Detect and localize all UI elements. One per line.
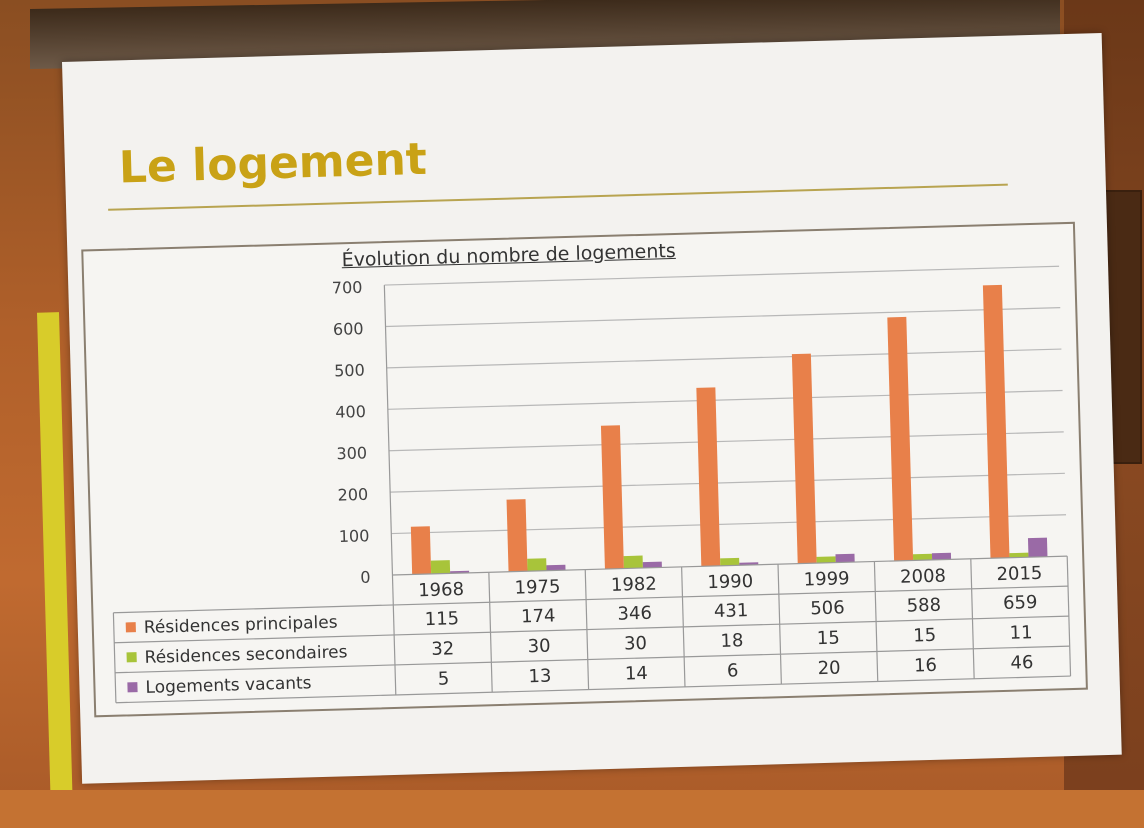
bar-principales-1999: [791, 353, 817, 564]
table-value: 5: [438, 668, 450, 689]
table-value: 16: [914, 655, 937, 677]
bar-vacants-1982: [642, 561, 662, 568]
table-value: 15: [817, 628, 840, 650]
y-axis-line: [383, 285, 394, 575]
y-tick-label: 100: [339, 526, 370, 546]
bar-secondaires-1968: [430, 560, 451, 574]
table-value: 30: [527, 636, 550, 658]
table-value: 659: [1003, 592, 1038, 614]
gridline: [387, 389, 1063, 410]
y-tick-label: 700: [332, 278, 363, 298]
bar-secondaires-1990: [720, 557, 740, 566]
table-value: 6: [727, 660, 739, 681]
gridline: [390, 472, 1065, 493]
slide-title: Le logement: [118, 133, 428, 194]
table-row-line: [113, 585, 1069, 614]
bar-vacants-1999: [835, 553, 855, 563]
x-tick-label: 2015: [996, 563, 1042, 585]
gridline: [388, 431, 1064, 452]
gridline: [385, 307, 1061, 328]
table-left-border: [112, 612, 117, 703]
bar-principales-2015: [982, 284, 1010, 559]
legend-swatch: [125, 622, 136, 633]
bar-principales-1968: [410, 526, 432, 575]
bar-principales-1975: [506, 499, 528, 572]
table-value: 32: [431, 638, 454, 660]
chart-frame: Évolution du nombre de logements 0 100 200…: [81, 221, 1088, 718]
legend-swatch: [127, 682, 138, 693]
table-value: 506: [810, 597, 845, 619]
table-row-line: [114, 615, 1069, 644]
table-value: 431: [714, 600, 749, 622]
x-tick-label: 1982: [611, 574, 657, 596]
table-value: 13: [528, 666, 551, 688]
y-tick-label: 300: [336, 443, 367, 463]
x-tick-label: 1999: [803, 568, 849, 590]
bar-vacants-1975: [546, 564, 566, 571]
legend-label: Résidences secondaires: [144, 642, 348, 668]
x-tick-label: 2008: [900, 566, 946, 588]
bar-chart: 0 100 200 300 400 500 600 700 1968 1975 1982 1990 19…: [112, 265, 1072, 704]
bar-vacants-2015: [1027, 537, 1048, 558]
table-value: 46: [1010, 652, 1033, 674]
table-value: 15: [913, 625, 936, 647]
bar-secondaires-2008: [912, 553, 933, 561]
x-tick-label: 1975: [514, 576, 560, 598]
slide-accent-bar: [36, 312, 73, 793]
table-value: 346: [617, 603, 652, 625]
gridline: [384, 265, 1060, 286]
x-axis-line: [392, 555, 1068, 576]
y-tick-label: 400: [335, 402, 366, 422]
y-tick-label: 0: [360, 568, 371, 587]
bar-secondaires-1982: [623, 555, 643, 569]
y-tick-label: 500: [334, 361, 365, 381]
table-row-line: [115, 645, 1070, 674]
table-value: 14: [625, 663, 648, 685]
bar-secondaires-1999: [816, 556, 836, 564]
gridline: [386, 348, 1062, 369]
legend-label: Logements vacants: [145, 673, 312, 698]
gridline: [391, 514, 1067, 535]
table-value: 115: [424, 608, 459, 630]
bar-secondaires-1975: [527, 558, 547, 572]
x-tick-label: 1968: [418, 579, 464, 601]
bar-principales-1990: [696, 387, 721, 567]
x-tick-label: 1990: [707, 571, 753, 593]
table-value: 588: [906, 595, 941, 617]
legend-swatch: [126, 652, 137, 663]
table-value: 30: [624, 633, 647, 655]
floor: [0, 790, 1144, 828]
table-row-line: [115, 675, 1071, 704]
table-value: 18: [720, 630, 743, 652]
bar-principales-1982: [600, 425, 624, 570]
table-value: 20: [817, 658, 840, 680]
projected-slide: Le logement Évolution du nombre de logem…: [36, 32, 1122, 793]
bar-vacants-2008: [931, 552, 952, 560]
bar-secondaires-2015: [1009, 552, 1029, 558]
y-tick-label: 600: [333, 319, 364, 339]
bar-principales-2008: [887, 316, 914, 561]
table-value: 11: [1009, 622, 1032, 644]
y-tick-label: 200: [337, 485, 368, 505]
table-value: 174: [521, 605, 556, 627]
legend-label: Résidences principales: [144, 613, 338, 638]
